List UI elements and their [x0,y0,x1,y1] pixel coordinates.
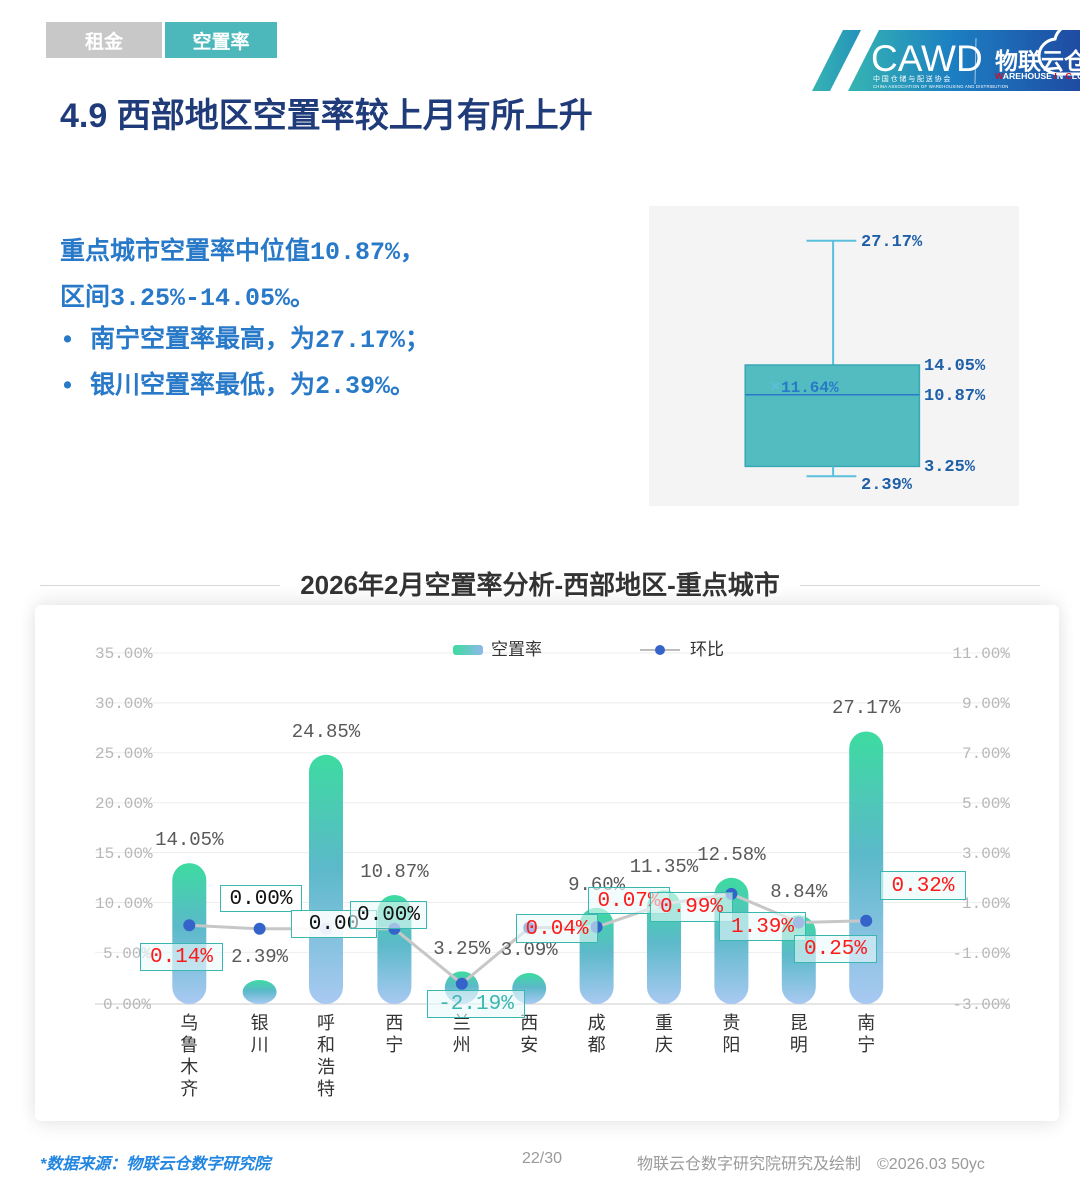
svg-text:27.17%: 27.17% [832,697,901,719]
svg-text:都: 都 [588,1035,606,1055]
svg-text:30.00%: 30.00% [95,695,153,713]
svg-text:10.87%: 10.87% [360,861,429,883]
svg-text:11.00%: 11.00% [952,645,1010,663]
svg-text:3.25%: 3.25% [433,938,491,960]
svg-text:0.00%: 0.00% [103,996,151,1014]
svg-text:15.00%: 15.00% [95,845,153,863]
svg-text:35.00%: 35.00% [95,645,153,663]
svg-text:14.05%: 14.05% [155,829,224,851]
svg-text:9.00%: 9.00% [962,695,1010,713]
svg-text:-3.00%: -3.00% [952,996,1010,1014]
svg-text:11.35%: 11.35% [630,856,699,878]
svg-text:20.00%: 20.00% [95,795,153,813]
svg-text:阳: 阳 [722,1035,740,1055]
svg-text:8.84%: 8.84% [770,881,828,903]
svg-text:宁: 宁 [857,1035,875,1055]
svg-text:14.05%: 14.05% [924,357,986,376]
svg-text:-1.00%: -1.00% [952,945,1010,963]
svg-text:中国仓储与配送协会: 中国仓储与配送协会 [873,74,952,83]
svg-text:24.85%: 24.85% [292,721,361,743]
svg-text:10.87%: 10.87% [924,387,986,406]
svg-text:浩: 浩 [317,1057,335,1077]
svg-text:×: × [771,379,780,396]
svg-text:2.39%: 2.39% [231,946,289,968]
svg-text:3.00%: 3.00% [962,845,1010,863]
svg-text:12.58%: 12.58% [697,844,766,866]
svg-text:25.00%: 25.00% [95,745,153,763]
svg-text:11.64%: 11.64% [781,379,839,397]
svg-text:鲁: 鲁 [180,1035,198,1055]
svg-text:空置率: 空置率 [491,640,542,659]
svg-text:27.17%: 27.17% [861,233,923,252]
svg-text:3.25%: 3.25% [924,458,976,477]
svg-text:10.00%: 10.00% [95,895,153,913]
svg-text:CAWD: CAWD [871,38,983,79]
svg-text:环比: 环比 [690,640,724,659]
svg-text:呼: 呼 [317,1013,335,1033]
svg-text:明: 明 [790,1035,808,1055]
svg-text:木: 木 [180,1057,198,1077]
svg-text:1.00%: 1.00% [962,895,1010,913]
svg-text:2.39%: 2.39% [861,476,913,495]
svg-text:昆: 昆 [790,1013,808,1033]
svg-text:重: 重 [655,1013,673,1033]
svg-text:银: 银 [251,1013,269,1033]
svg-text:西: 西 [385,1013,403,1033]
svg-text:南: 南 [857,1013,875,1033]
svg-text:安: 安 [520,1035,538,1055]
svg-text:WAREHOUSE IN CLOUD: WAREHOUSE IN CLOUD [995,71,1080,81]
svg-text:CHINA ASSOCIATION OF WAREHOUSI: CHINA ASSOCIATION OF WAREHOUSING AND DIS… [873,84,1009,89]
svg-text:宁: 宁 [385,1035,403,1055]
svg-text:7.00%: 7.00% [962,745,1010,763]
svg-text:特: 特 [317,1079,335,1099]
svg-text:庆: 庆 [655,1035,673,1055]
svg-text:贵: 贵 [722,1013,740,1033]
svg-text:成: 成 [588,1013,606,1033]
svg-text:川: 川 [251,1035,269,1055]
svg-text:齐: 齐 [180,1079,198,1099]
svg-text:和: 和 [317,1035,335,1055]
svg-text:乌: 乌 [180,1013,198,1033]
svg-text:州: 州 [453,1035,471,1055]
svg-text:5.00%: 5.00% [962,795,1010,813]
